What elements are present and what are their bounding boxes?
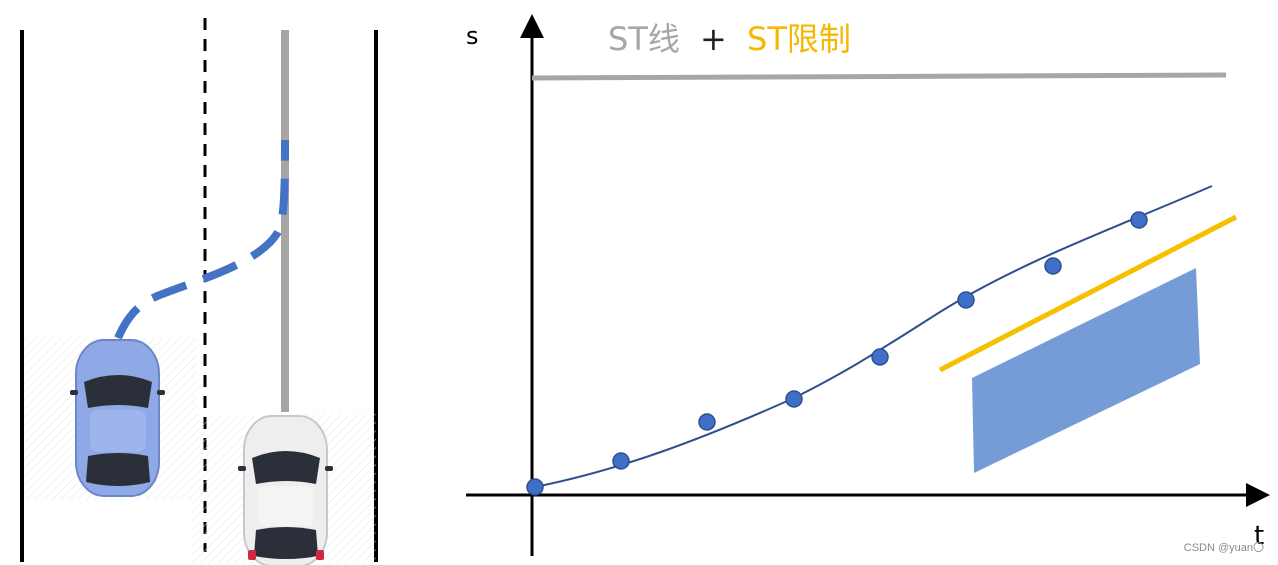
car-icon xyxy=(238,415,333,565)
lane-change-trajectory xyxy=(114,139,289,340)
y-axis-arrow xyxy=(520,14,544,38)
x-axis-label: t xyxy=(1254,521,1264,551)
title-plus: + xyxy=(700,20,727,58)
other-car xyxy=(192,414,376,565)
st-point xyxy=(612,452,630,470)
st-point xyxy=(785,390,803,408)
y-axis-label: s xyxy=(466,22,479,50)
car-icon xyxy=(70,339,165,497)
watermark: CSDN @yuan〇 xyxy=(1183,542,1264,554)
st-point xyxy=(1130,211,1148,229)
st-point xyxy=(871,348,889,366)
title-st-line: ST线 xyxy=(608,20,680,58)
st-limit-line xyxy=(938,214,1238,373)
st-fitted-curve xyxy=(534,185,1213,488)
x-axis-arrow xyxy=(1246,483,1270,507)
st-graph: ST线 + ST限制 s t xyxy=(466,14,1270,556)
st-point xyxy=(957,291,975,309)
st-point xyxy=(698,413,716,431)
st-upper-line xyxy=(531,72,1227,81)
st-point xyxy=(1044,257,1062,275)
road-scene xyxy=(20,18,378,565)
graph-title: ST线 + ST限制 xyxy=(608,20,851,58)
ego-car xyxy=(25,338,197,500)
title-st-limit: ST限制 xyxy=(747,20,851,58)
st-point xyxy=(526,478,544,496)
obstacle-region xyxy=(972,268,1200,473)
st-sample-points xyxy=(526,211,1148,496)
